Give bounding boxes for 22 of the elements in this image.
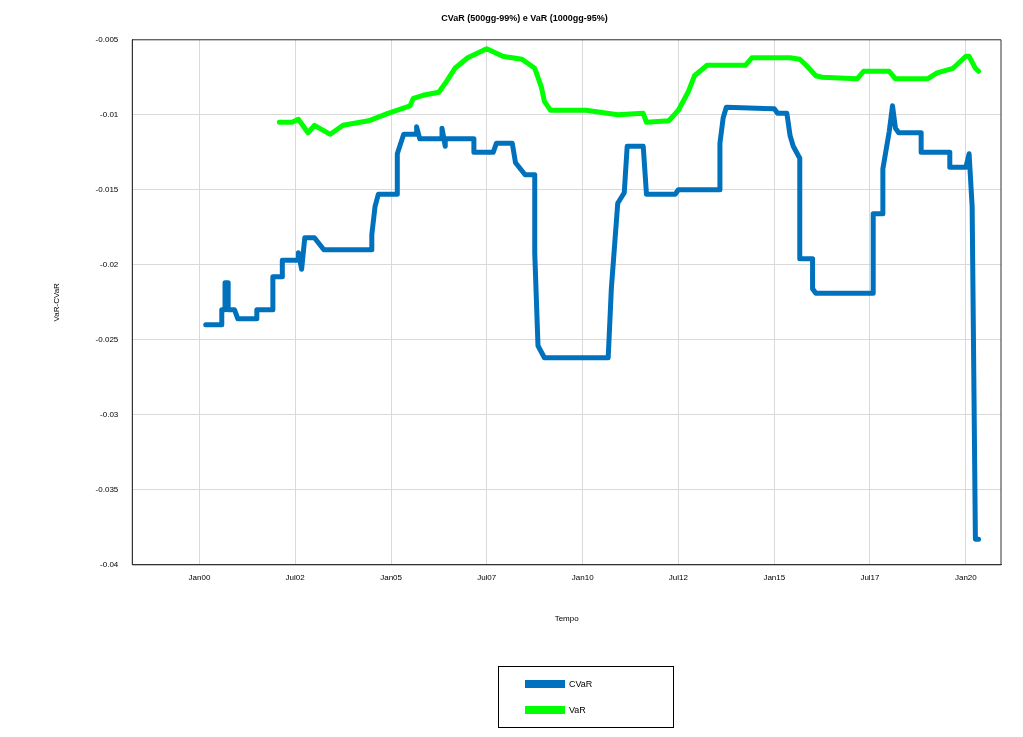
y-tick-label: -0.035 <box>95 485 119 494</box>
x-tick-label: Jan00 <box>188 572 211 582</box>
y-tick-label: -0.02 <box>100 260 119 269</box>
x-tick-label: Jul07 <box>477 572 497 582</box>
x-tick-label: Jan15 <box>763 572 786 582</box>
x-tick-label: Jul12 <box>668 572 689 582</box>
y-tick-label: -0.03 <box>100 410 119 419</box>
legend-label: VaR <box>569 705 586 715</box>
y-tick-label: -0.01 <box>100 110 119 119</box>
x-tick-label: Jul02 <box>285 572 306 582</box>
x-tick-label: Jul17 <box>860 572 881 582</box>
y-tick-label: -0.005 <box>95 35 119 44</box>
x-axis-title: Tempo <box>554 614 580 624</box>
x-tick-label: Jan20 <box>954 572 978 582</box>
legend-label: CVaR <box>569 679 593 689</box>
x-tick-label: Jan10 <box>571 572 595 582</box>
y-tick-label: -0.025 <box>95 335 119 344</box>
y-tick-label: -0.015 <box>95 185 119 194</box>
y-axis-title: VaR-CVaR <box>52 282 61 322</box>
y-tick-label: -0.04 <box>100 560 119 569</box>
x-tick-label: Jan05 <box>380 572 403 582</box>
chart-title: CVaR (500gg-99%) e VaR (1000gg-95%) <box>441 12 608 23</box>
